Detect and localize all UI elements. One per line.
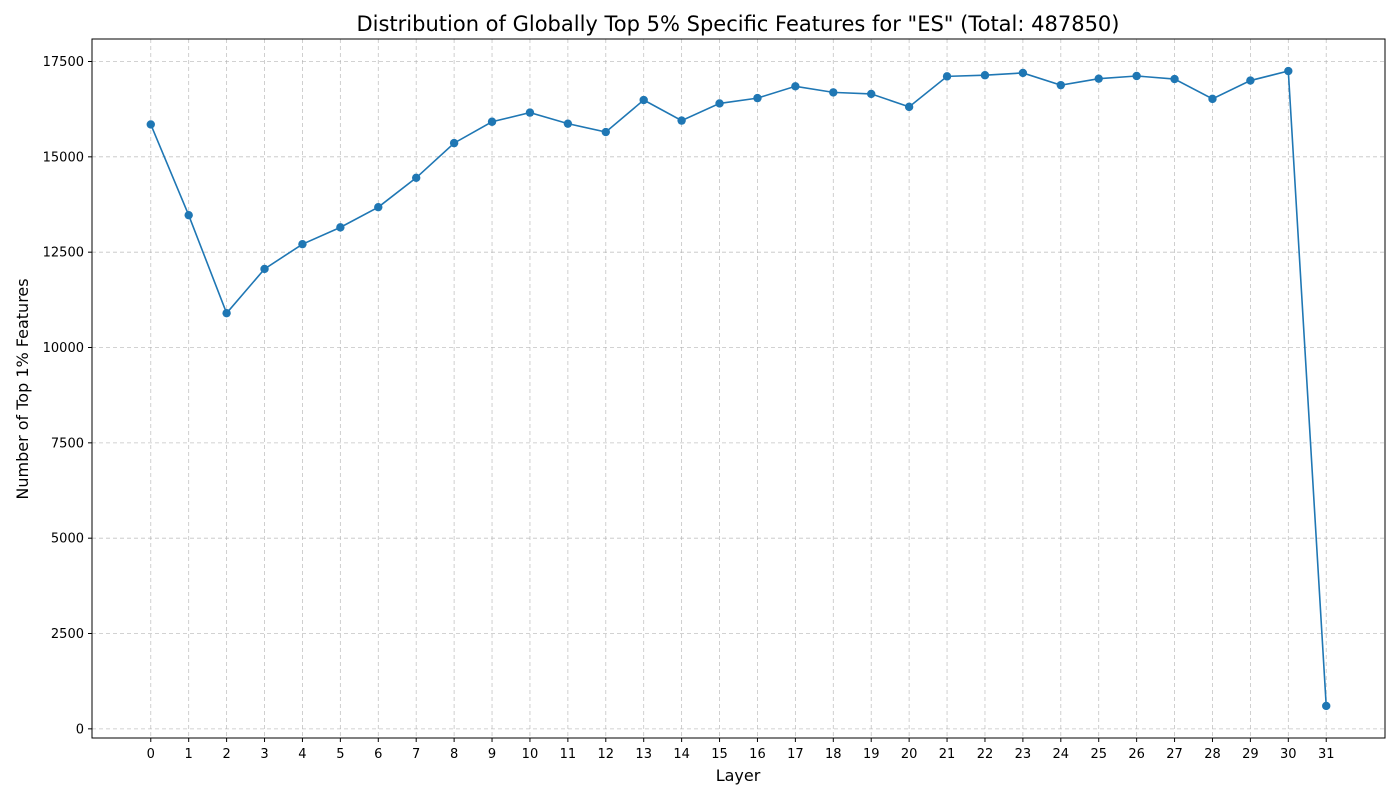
y-axis-label: Number of Top 1% Features <box>13 278 32 499</box>
x-tick-label: 11 <box>560 747 577 762</box>
x-tick-label: 17 <box>787 747 804 762</box>
y-tick-label: 0 <box>76 722 84 737</box>
x-tick-label: 3 <box>260 747 268 762</box>
x-tick-label: 16 <box>749 747 766 762</box>
data-point <box>184 210 193 220</box>
x-tick-label: 27 <box>1166 747 1183 762</box>
y-tick-label: 17500 <box>43 55 84 70</box>
x-tick-label: 2 <box>222 747 230 762</box>
x-tick-label: 15 <box>711 747 728 762</box>
data-point <box>336 223 345 232</box>
data-point <box>677 116 686 125</box>
data-point <box>1170 74 1179 84</box>
data-point <box>753 93 762 103</box>
x-tick-label: 28 <box>1204 747 1221 762</box>
data-point <box>487 117 497 126</box>
grid-lines <box>92 39 1385 738</box>
x-tick-label: 6 <box>374 747 382 762</box>
x-tick-label: 19 <box>863 747 880 762</box>
x-tick-label: 20 <box>901 747 918 762</box>
data-point <box>411 173 421 183</box>
x-tick-label: 14 <box>673 747 690 762</box>
data-point <box>1094 74 1103 83</box>
data-point <box>904 102 914 112</box>
series-layer <box>146 66 1331 711</box>
x-tick-label: 29 <box>1242 747 1259 762</box>
y-tick-label: 5000 <box>51 532 84 547</box>
x-axis: 0 1 2 3 4 5 6 7 8 9 10 11 12 13 14 15 16 17 18 19 20 21 22 23 24… <box>147 738 1335 762</box>
data-point <box>1208 94 1217 104</box>
data-point <box>525 108 535 117</box>
chart-title: Distribution of Globally Top 5% Specific… <box>356 12 1119 36</box>
data-point <box>1322 701 1331 711</box>
plot-frame <box>91 38 1386 739</box>
data-point <box>942 72 952 81</box>
y-tick-label: 12500 <box>43 246 84 261</box>
data-point <box>639 95 648 105</box>
data-point <box>374 202 383 212</box>
x-tick-label: 26 <box>1128 747 1145 762</box>
data-point <box>563 119 573 128</box>
x-tick-label: 30 <box>1280 747 1297 762</box>
series-line <box>150 70 1328 707</box>
data-point <box>298 239 307 249</box>
data-point <box>1056 80 1066 90</box>
x-tick-label: 12 <box>598 747 615 762</box>
x-tick-label: 1 <box>185 747 193 762</box>
x-tick-label: 24 <box>1053 747 1070 762</box>
data-point <box>1018 68 1028 78</box>
x-tick-label: 8 <box>450 747 458 762</box>
x-tick-label: 10 <box>522 747 539 762</box>
x-tick-label: 23 <box>1015 747 1032 762</box>
data-point <box>1284 66 1293 76</box>
y-axis: 0 2500 5000 7500 10000 12500 15000 17500 <box>43 55 92 737</box>
x-tick-label: 18 <box>825 747 842 762</box>
data-point <box>601 127 610 137</box>
x-tick-label: 4 <box>298 747 306 762</box>
x-tick-label: 7 <box>412 747 420 762</box>
y-tick-label: 2500 <box>51 627 84 642</box>
y-tick-label: 10000 <box>43 341 84 356</box>
x-tick-label: 13 <box>635 747 652 762</box>
data-point <box>260 264 269 274</box>
data-point <box>1132 71 1141 81</box>
x-tick-label: 0 <box>147 747 155 762</box>
y-tick-label: 7500 <box>51 436 84 451</box>
data-point <box>449 138 459 148</box>
data-point <box>829 88 838 97</box>
x-tick-label: 9 <box>488 747 496 762</box>
x-tick-label: 25 <box>1090 747 1107 762</box>
data-point <box>791 82 800 91</box>
x-tick-label: 22 <box>977 747 994 762</box>
x-tick-label: 21 <box>939 747 956 762</box>
data-point <box>222 308 231 318</box>
data-point <box>867 89 876 99</box>
data-point <box>146 120 155 129</box>
x-tick-label: 31 <box>1318 747 1335 762</box>
data-point <box>980 71 990 80</box>
data-point <box>1246 76 1255 85</box>
data-point <box>715 99 724 108</box>
x-axis-label: Layer <box>716 766 761 785</box>
x-tick-label: 5 <box>336 747 344 762</box>
y-tick-label: 15000 <box>43 150 84 165</box>
